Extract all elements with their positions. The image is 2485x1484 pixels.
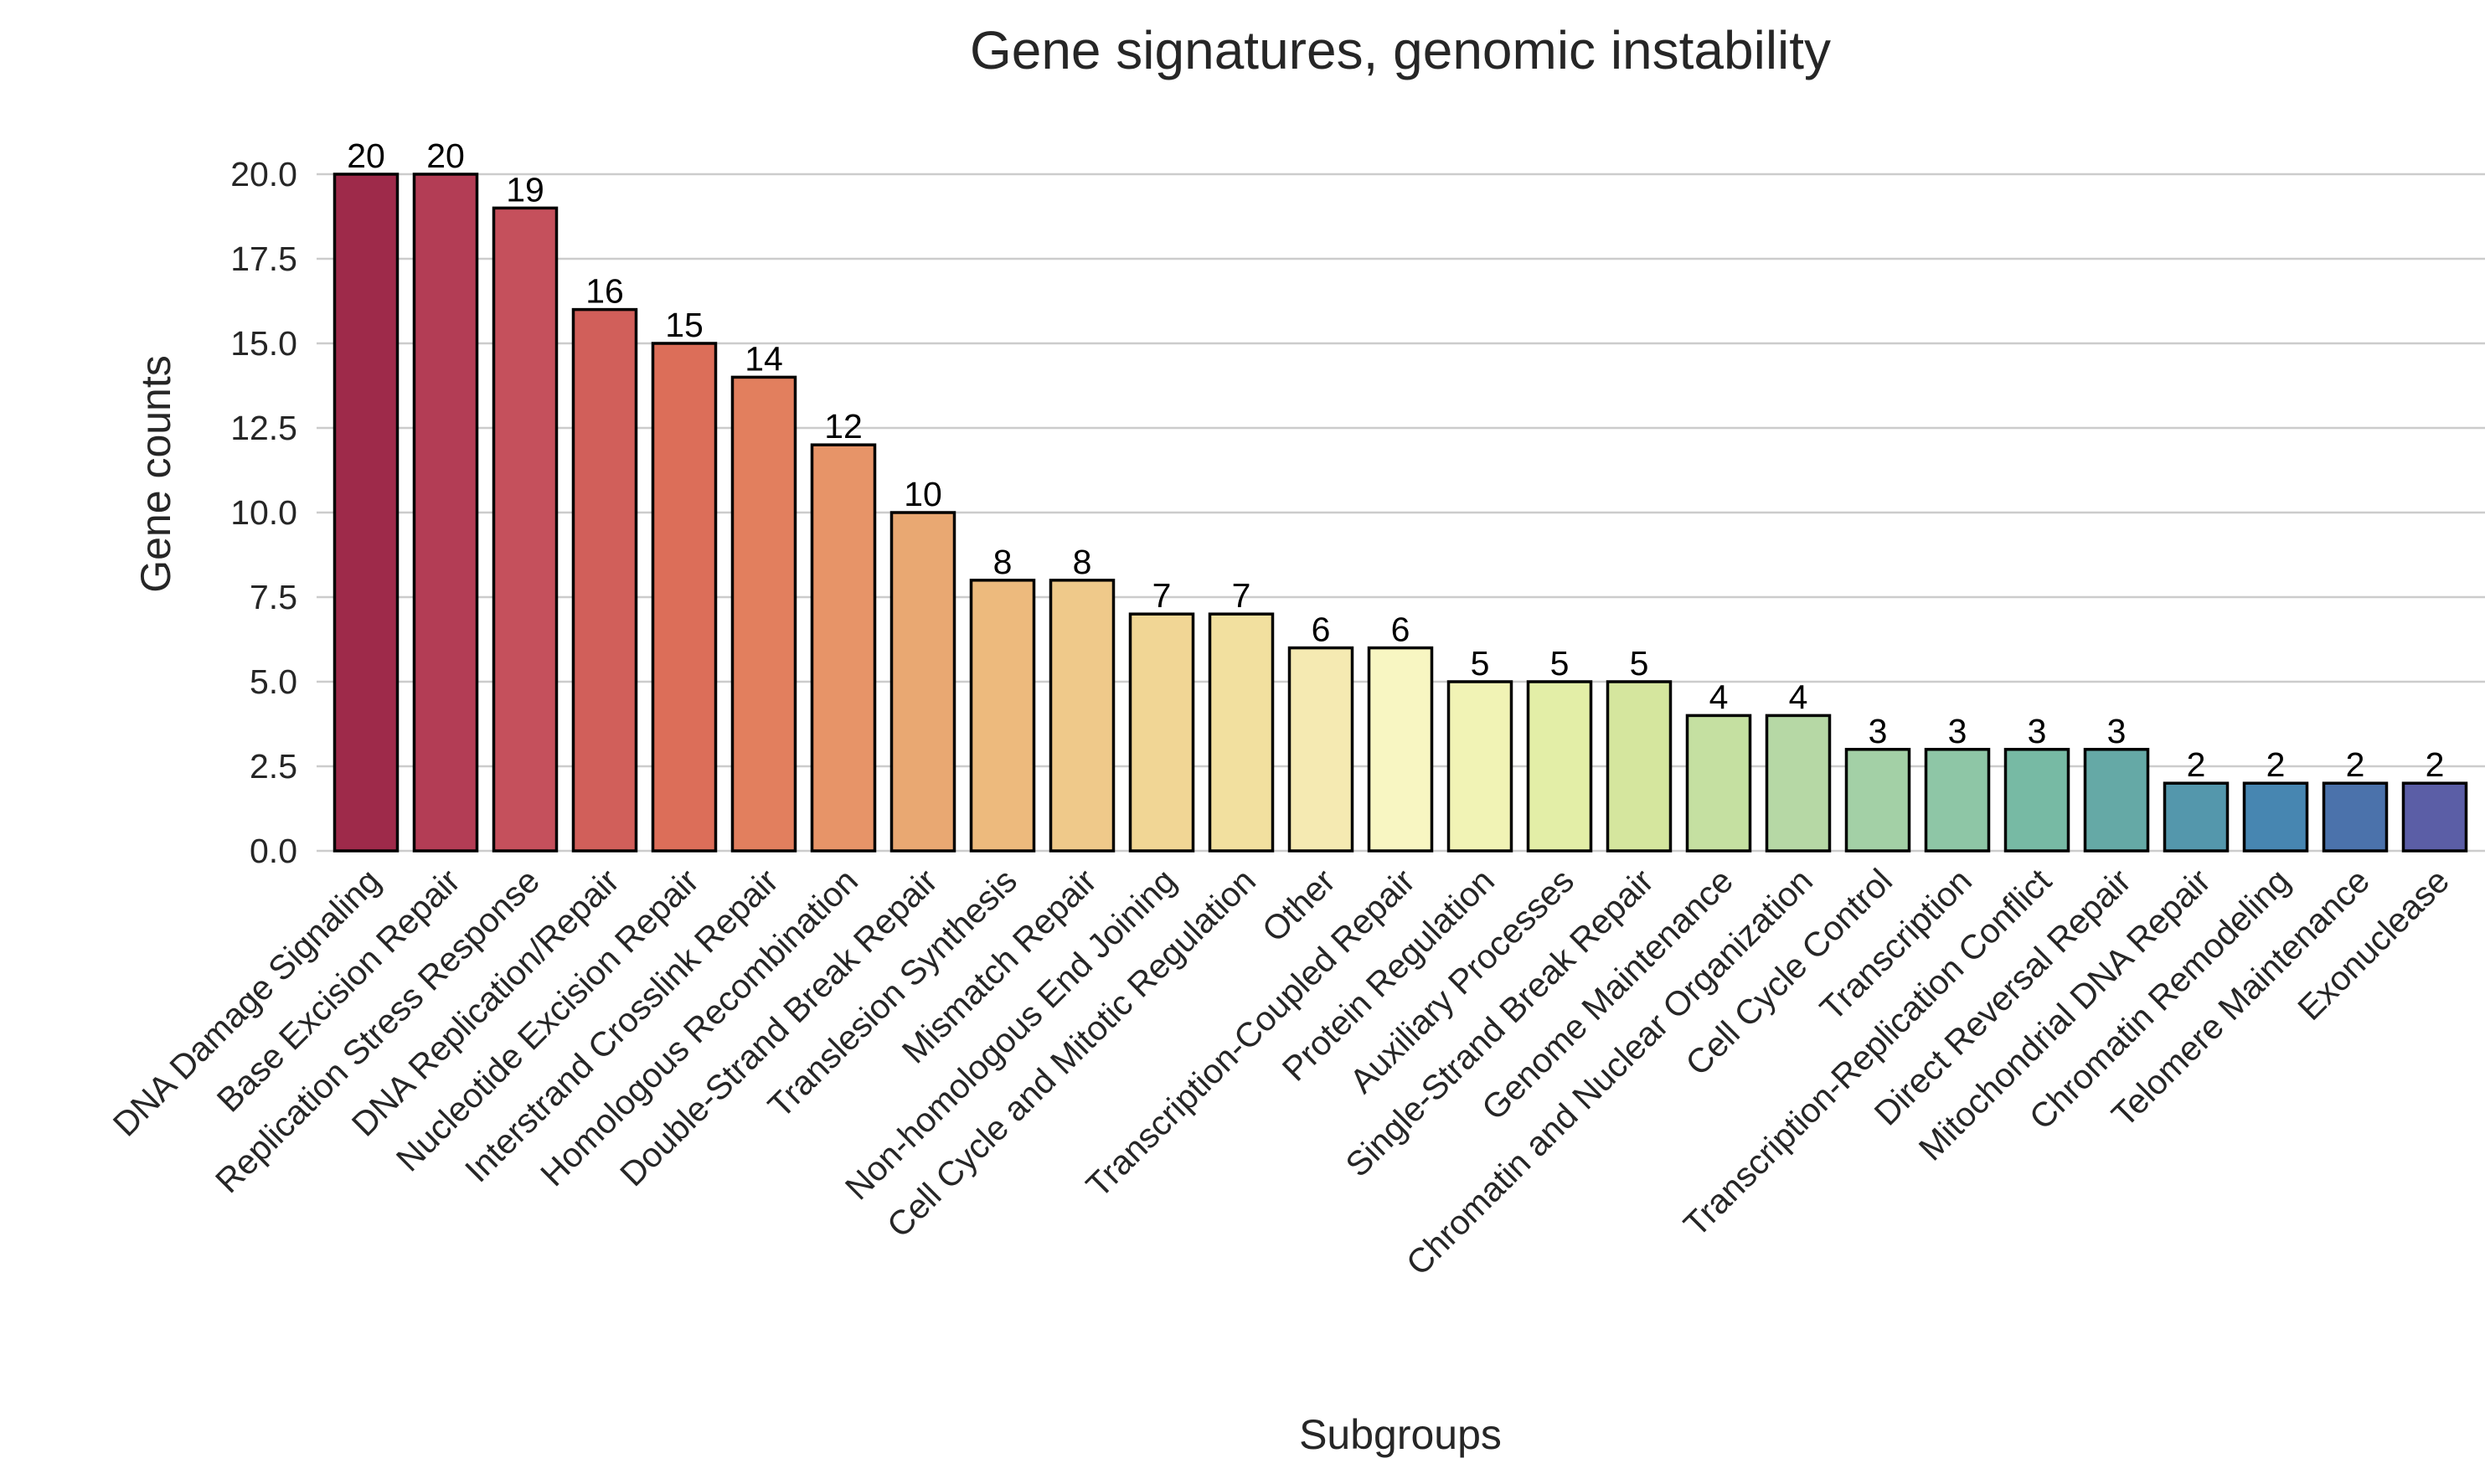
x-axis-label: Subgroups	[1299, 1411, 1502, 1458]
bar	[1526, 680, 1593, 853]
bar-value-label: 12	[824, 407, 863, 446]
bar	[412, 173, 479, 853]
bar	[889, 511, 956, 853]
bar	[2163, 781, 2230, 853]
bar	[571, 307, 638, 853]
bar-value-label: 2	[2187, 745, 2206, 784]
y-tick-label: 5.0	[250, 662, 297, 701]
y-tick-label: 17.5	[230, 240, 297, 278]
bar	[492, 206, 559, 853]
bar-value-label: 5	[1630, 644, 1649, 683]
bar-value-label: 20	[347, 137, 385, 175]
bar-value-label: 20	[426, 137, 465, 175]
bar-value-label: 14	[745, 339, 783, 378]
bar	[1685, 714, 1752, 853]
bar-value-label: 4	[1709, 678, 1729, 716]
y-tick-label: 0.0	[250, 832, 297, 870]
bar-value-label: 4	[1789, 678, 1808, 716]
bar-value-label: 5	[1471, 644, 1490, 683]
bar	[1844, 748, 1911, 853]
bar-value-label: 3	[1948, 712, 1967, 750]
data-labels: 20 20 19 16 15 14 12 10 8 8 7 7 6 6 5 5 5 4 4 3 3 3 3 2 2 2 2	[347, 137, 2444, 784]
bar-value-label: 6	[1312, 611, 1331, 649]
bar-value-label: 3	[2107, 712, 2127, 750]
bar	[2322, 781, 2389, 853]
bar	[2242, 781, 2309, 853]
bar	[969, 579, 1036, 853]
bar-value-label: 15	[665, 306, 704, 344]
bar-value-label: 16	[585, 272, 624, 311]
bar	[1606, 680, 1673, 853]
bar-value-label: 8	[993, 543, 1013, 581]
bar	[1367, 646, 1434, 853]
bar-value-label: 8	[1073, 543, 1092, 581]
bar	[2401, 781, 2468, 853]
y-tick-label: 20.0	[230, 155, 297, 193]
bar-value-label: 7	[1232, 576, 1251, 615]
y-tick-label: 15.0	[230, 324, 297, 363]
bar	[1049, 579, 1116, 853]
y-tick-label: 2.5	[250, 747, 297, 786]
bar-value-label: 3	[2028, 712, 2047, 750]
bar-value-label: 2	[2426, 745, 2445, 784]
bar	[810, 443, 877, 853]
bar-value-label: 2	[2346, 745, 2365, 784]
bar	[1287, 646, 1354, 853]
bars	[333, 173, 2468, 853]
bar	[1765, 714, 1832, 853]
bar	[651, 342, 718, 853]
bar	[1446, 680, 1513, 853]
bar-value-label: 5	[1550, 644, 1570, 683]
bar	[333, 173, 400, 853]
y-tick-label: 7.5	[250, 578, 297, 616]
y-axis-ticks: 0.0 2.5 5.0 7.5 10.0 12.5 15.0 17.5 20.0	[230, 155, 297, 870]
bar	[730, 375, 797, 853]
bar-value-label: 3	[1869, 712, 1888, 750]
bar-value-label: 10	[904, 475, 942, 513]
bar	[1924, 748, 1991, 853]
y-axis-label: Gene counts	[132, 355, 179, 593]
bar-value-label: 2	[2266, 745, 2286, 784]
bar	[1128, 612, 1195, 853]
bar	[2083, 748, 2150, 853]
bar	[1208, 612, 1275, 853]
y-tick-label: 12.5	[230, 409, 297, 447]
bar-value-label: 19	[506, 170, 544, 209]
y-tick-label: 10.0	[230, 493, 297, 532]
bar-value-label: 6	[1391, 611, 1410, 649]
chart-title: Gene signatures, genomic instability	[970, 20, 1831, 80]
bar	[2003, 748, 2070, 853]
bar-value-label: 7	[1152, 576, 1172, 615]
